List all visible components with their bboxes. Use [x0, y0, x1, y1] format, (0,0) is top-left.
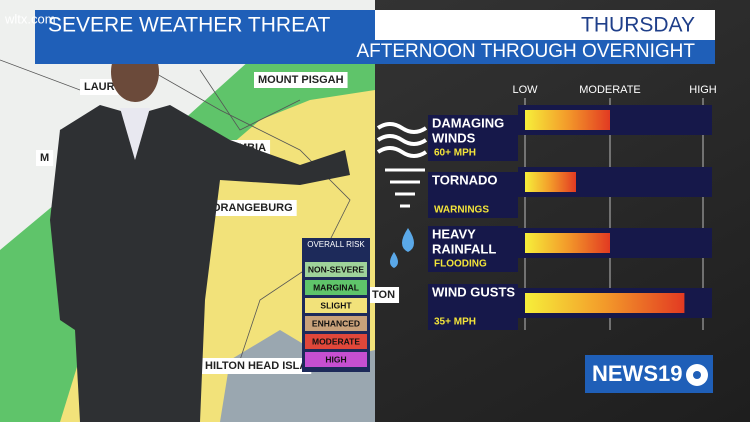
legend-label: HIGH [325, 354, 346, 364]
threat-detail: 60+ MPH [434, 148, 476, 159]
city-label: M [40, 152, 49, 164]
threat-detail: FLOODING [434, 259, 487, 270]
city-label: LAUR [84, 81, 115, 93]
threat-label-box [428, 226, 518, 272]
city-label-bg [208, 200, 297, 216]
brand: NEWS19 [585, 355, 713, 393]
legend-label: SLIGHT [320, 300, 352, 310]
legend-swatch [305, 298, 367, 313]
scale-label: LOW [512, 84, 538, 96]
risk-legend: OVERALL RISK NON-SEVERE MARGINAL SLIGHT ENH… [302, 238, 370, 372]
legend-swatch [305, 262, 367, 277]
legend-swatch [305, 352, 367, 367]
threat-detail: 35+ MPH [434, 317, 476, 328]
threat-name: TORNADO [432, 172, 497, 187]
weather-icons [376, 122, 428, 268]
brand-name: NEWS19 [592, 361, 682, 386]
threat-level-bar [525, 293, 685, 313]
city-label-bg [36, 150, 54, 166]
threat-level-bar [525, 110, 610, 130]
scale-label: MODERATE [579, 84, 641, 96]
city-label: TON [372, 289, 395, 301]
legend-swatch [305, 334, 367, 349]
legend-label: NON-SEVERE [308, 264, 365, 274]
legend-swatch [305, 316, 367, 331]
city-label-bg [80, 79, 119, 95]
logo: wltx.com [4, 11, 56, 26]
threat-name: WINDS [432, 130, 476, 145]
threat-level-bar [525, 233, 610, 253]
legend-label: MODERATE [312, 336, 360, 346]
legend-swatch [305, 280, 367, 295]
city-label: MOUNT PISGAH [258, 74, 344, 86]
threat-name: RAINFALL [432, 241, 496, 256]
city-label-bg [254, 72, 348, 88]
threat-name: DAMAGING [432, 115, 504, 130]
subtitle: AFTERNOON THROUGH OVERNIGHT [357, 41, 696, 62]
legend-label: MARGINAL [313, 282, 359, 292]
scale-label: HIGH [689, 84, 717, 96]
threat-name: WIND GUSTS [432, 284, 515, 299]
threat-label-box [428, 284, 518, 330]
legend-label: ENHANCED [312, 318, 360, 328]
header: SEVERE WEATHER THREAT THURSDAY AFTERNOON… [4, 10, 715, 64]
threat-label-box [428, 115, 518, 161]
city-label-bg [201, 358, 312, 374]
title: SEVERE WEATHER THREAT [48, 14, 331, 37]
legend-title: OVERALL RISK [307, 240, 365, 249]
threat-label-box [428, 172, 518, 218]
threat-detail: WARNINGS [434, 205, 489, 216]
threat-name: HEAVY [432, 226, 476, 241]
city-label: HILTON HEAD ISLA [205, 360, 307, 372]
day: THURSDAY [581, 14, 695, 37]
threat-level-bar [525, 172, 576, 192]
city-label-bg [368, 287, 400, 303]
city-label: ORANGEBURG [212, 202, 293, 214]
